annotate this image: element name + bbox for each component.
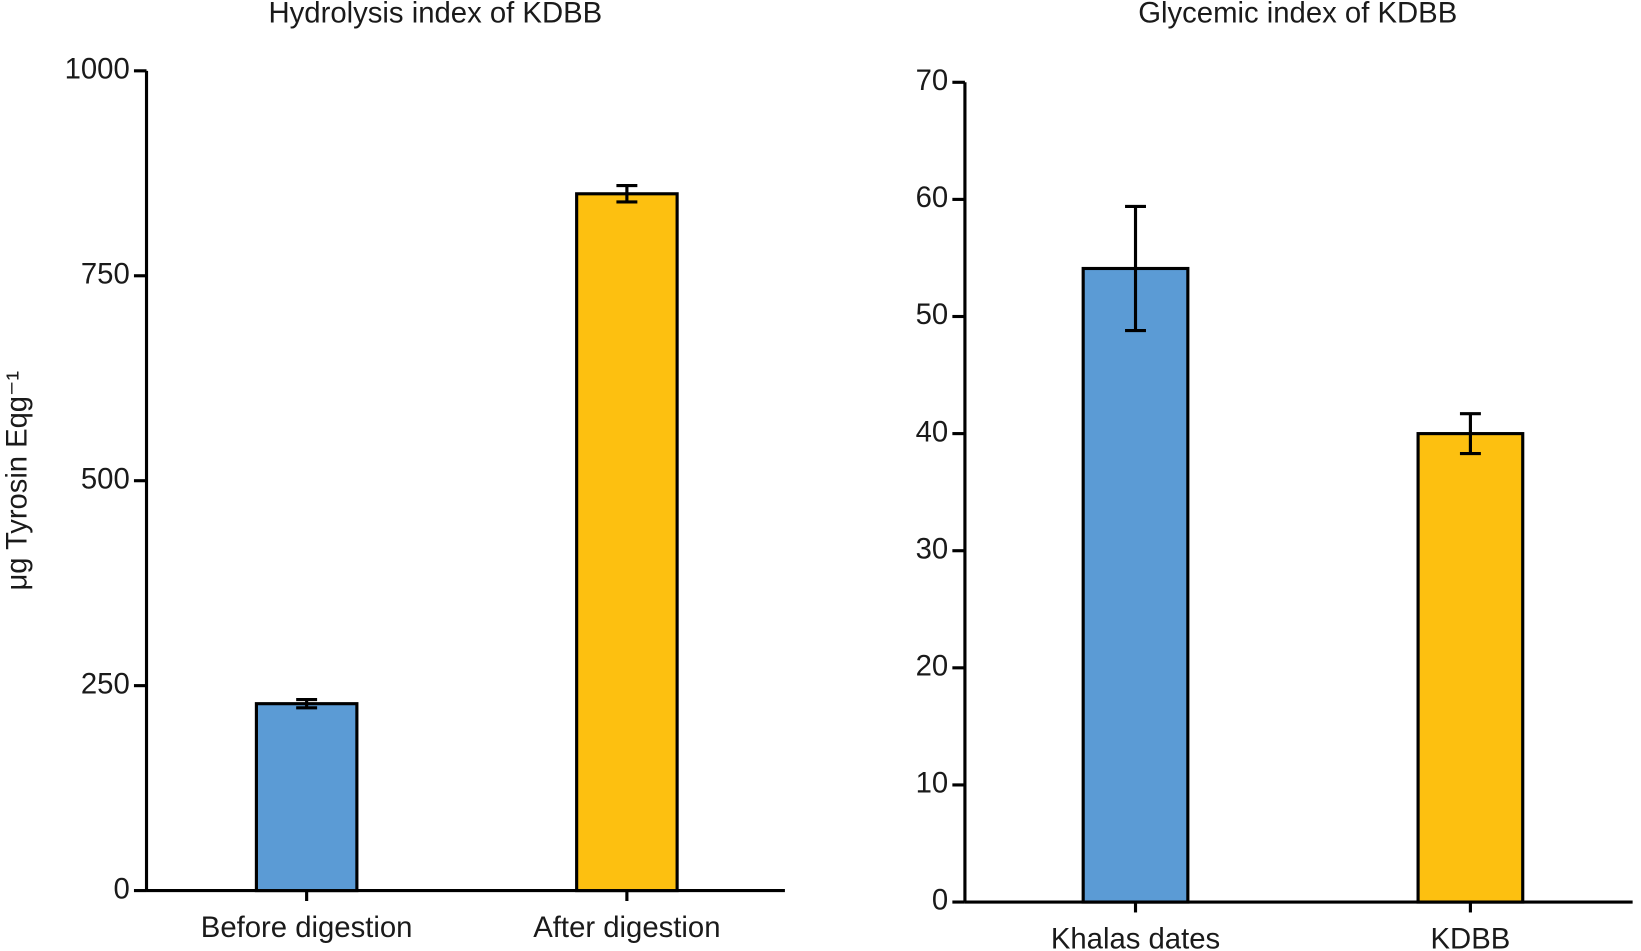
y-axis-label: μg Tyrosin Eqg⁻¹: [2, 371, 34, 591]
chart-title: Hydrolysis index of KDBB: [269, 0, 603, 29]
y-tick-label: 1000: [65, 54, 130, 86]
y-tick-label: 70: [916, 65, 949, 97]
y-tick-label: 0: [113, 873, 129, 905]
x-tick-label: After digestion: [533, 912, 720, 944]
y-tick-label: 500: [81, 463, 130, 495]
y-tick-label: 40: [916, 416, 949, 448]
x-tick-label: KDBB: [1431, 923, 1511, 951]
x-tick-label: Before digestion: [201, 912, 413, 944]
y-tick-label: 750: [81, 259, 130, 291]
error-bar: [616, 184, 638, 204]
y-tick-label: 60: [916, 182, 949, 214]
error-bar: [1125, 204, 1146, 333]
bar: [1416, 432, 1525, 904]
y-tick-label: 0: [932, 885, 948, 917]
y-tick-label: 50: [916, 299, 949, 331]
error-bar: [1459, 412, 1481, 456]
bar: [575, 192, 679, 893]
chart-title: Glycemic index of KDBB: [1138, 0, 1457, 29]
y-tick-label: 10: [916, 768, 949, 800]
y-tick-label: 250: [81, 668, 130, 700]
error-bar: [296, 698, 318, 710]
y-tick-label: 20: [916, 651, 949, 683]
x-tick-label: Khalas dates: [1051, 923, 1220, 951]
bar: [1081, 266, 1190, 904]
bar: [254, 702, 359, 893]
y-tick-label: 30: [916, 533, 949, 565]
